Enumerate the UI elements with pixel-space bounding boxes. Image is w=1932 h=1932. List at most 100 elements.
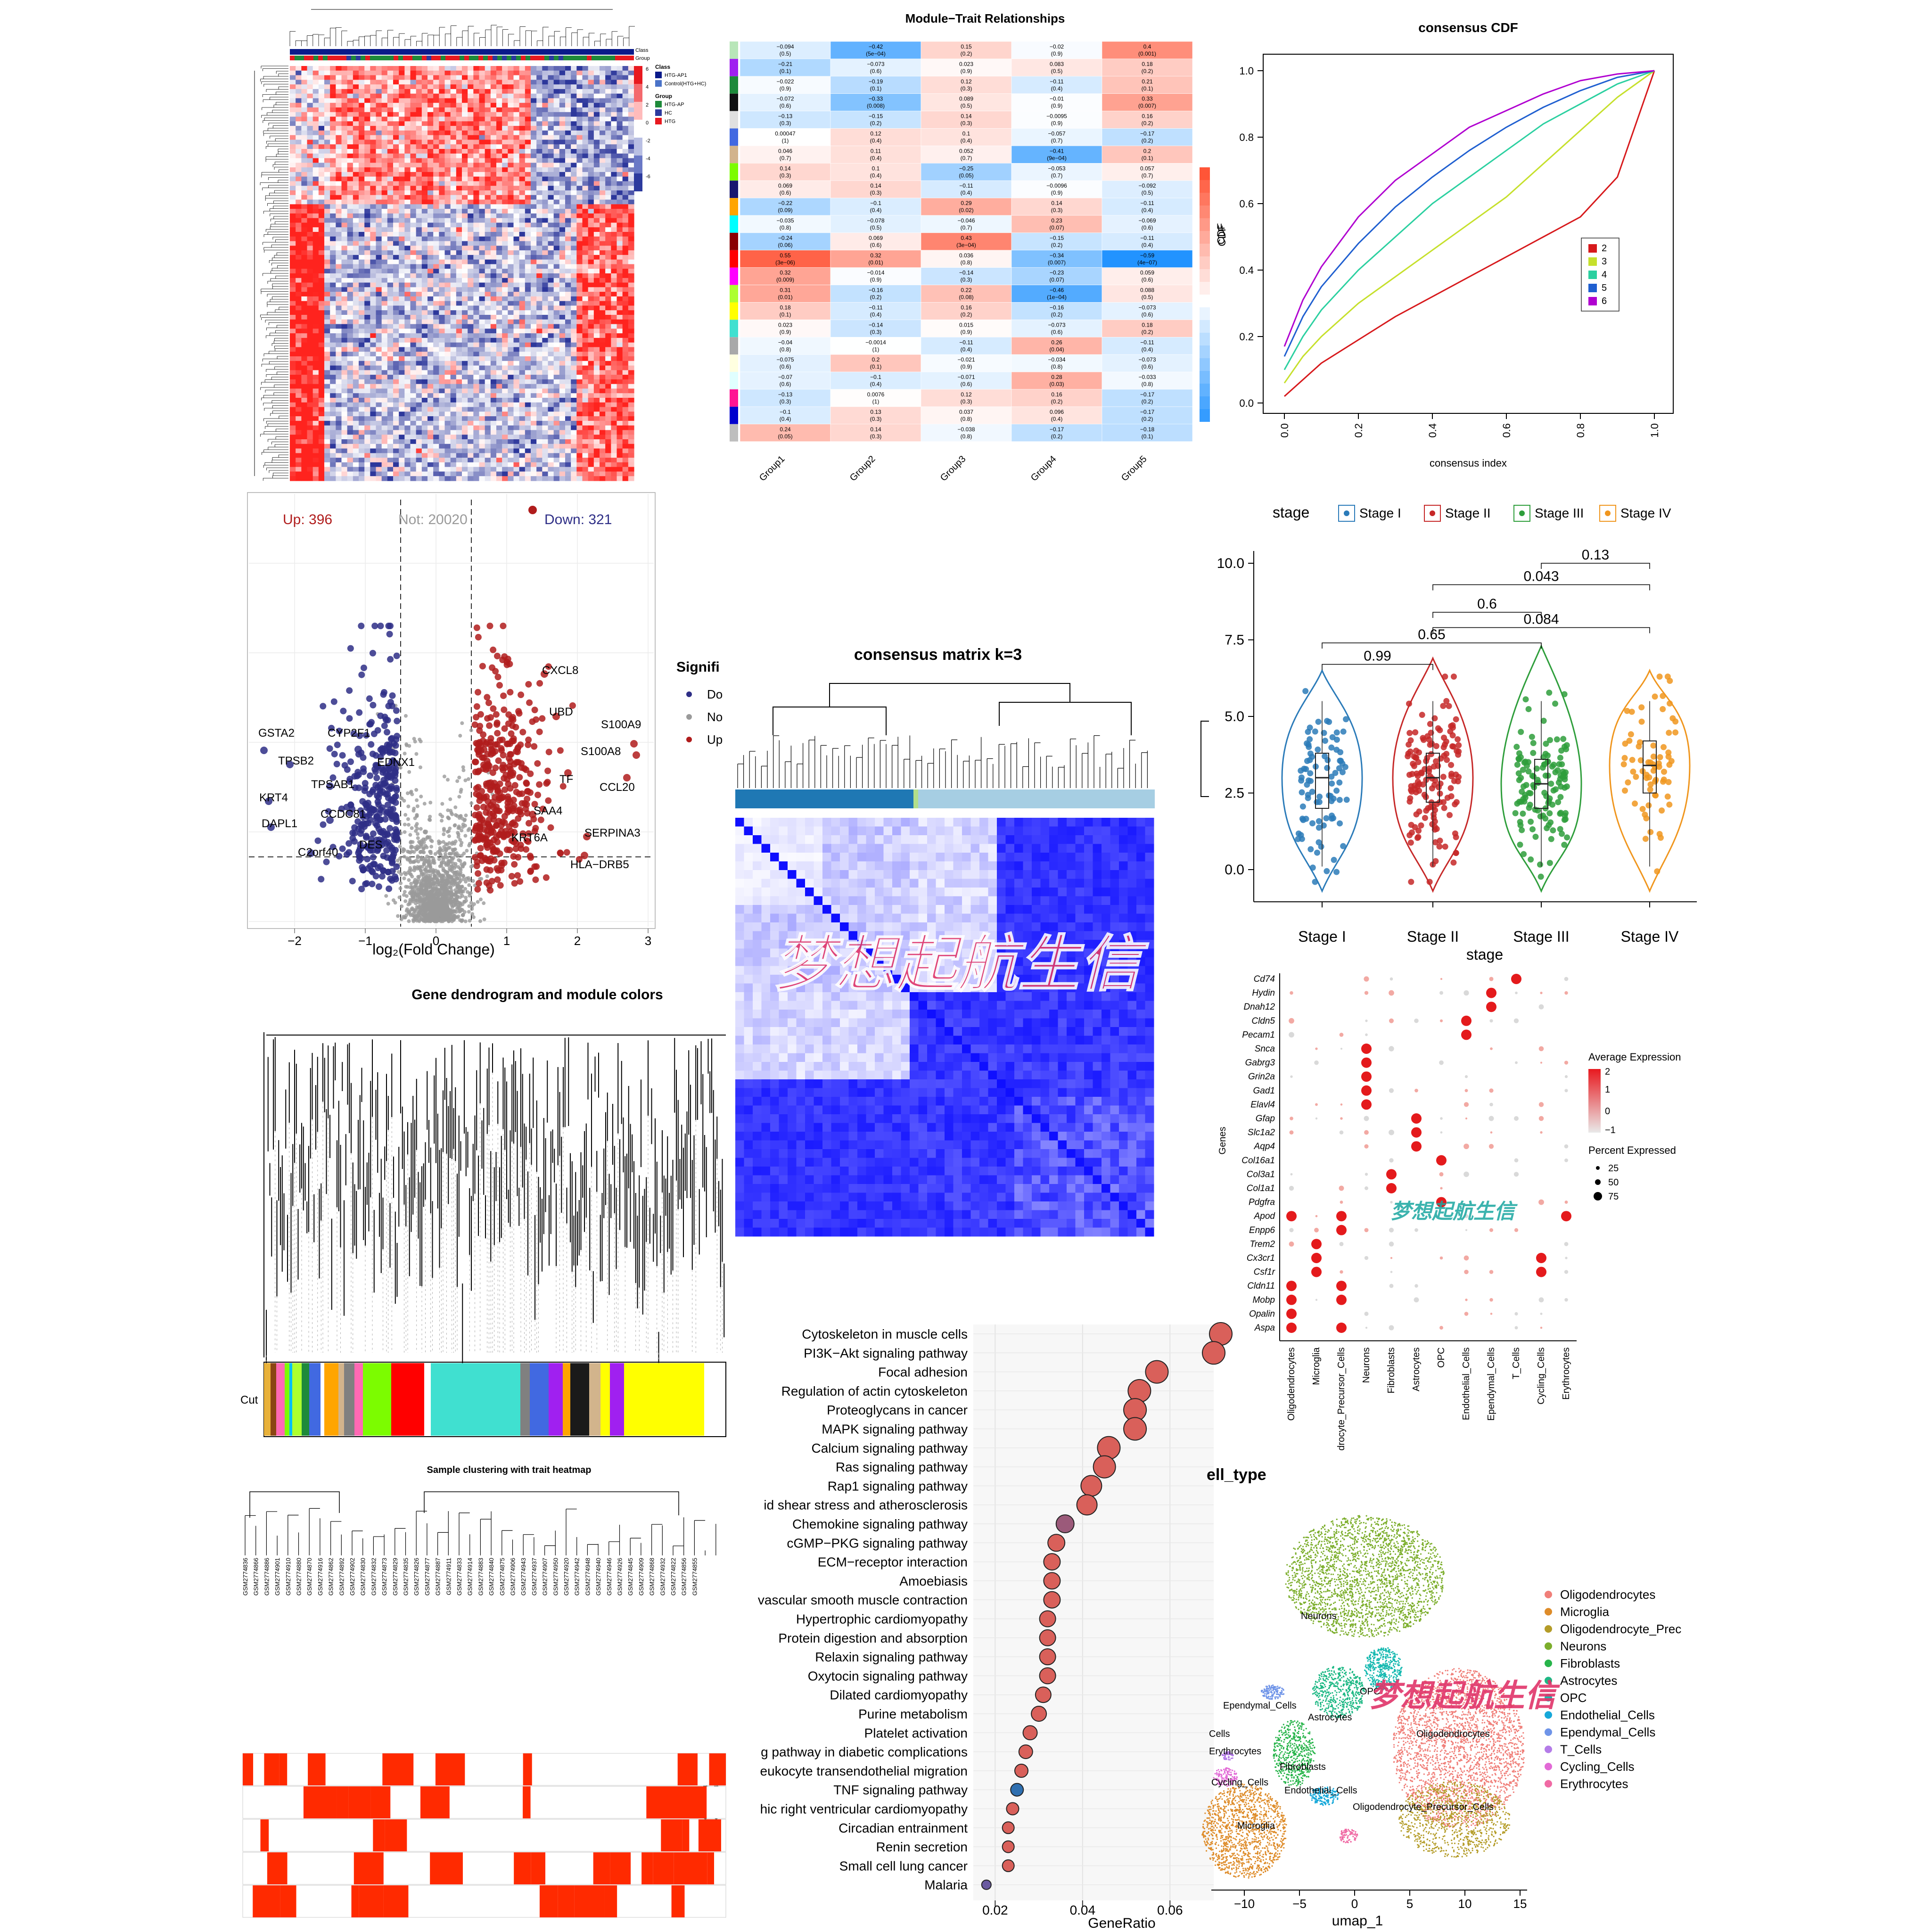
- heatmap-cell: [336, 131, 342, 135]
- heatmap-cell: [548, 149, 554, 154]
- heatmap-cell: [576, 149, 583, 154]
- heatmap-cell: [536, 117, 543, 122]
- heatmap-cell: [508, 181, 514, 186]
- heatmap-cell: [387, 186, 394, 190]
- heatmap-cell: [485, 117, 491, 122]
- heatmap-cell: [290, 163, 296, 167]
- heatmap-cell: [628, 172, 634, 177]
- heatmap-cell: [554, 186, 560, 190]
- heatmap-cell: [559, 84, 566, 89]
- heatmap-cell: [364, 107, 370, 112]
- heatmap-cell: [422, 172, 428, 177]
- heatmap-cell: [531, 158, 537, 163]
- heatmap-cell: [571, 71, 577, 75]
- heatmap-cell: [525, 121, 531, 126]
- heatmap-cell: [433, 103, 439, 107]
- heatmap-cell: [479, 186, 485, 190]
- heatmap-cell: [336, 140, 342, 144]
- heatmap-cell: [548, 94, 554, 99]
- heatmap-cell: [428, 117, 434, 122]
- heatmap-cell: [422, 71, 428, 75]
- heatmap-cell: [525, 181, 531, 186]
- heatmap-cell: [370, 135, 376, 140]
- heatmap-cell: [583, 112, 589, 117]
- heatmap-cell: [571, 98, 577, 103]
- heatmap-cell: [428, 103, 434, 107]
- heatmap-cell: [462, 66, 468, 71]
- heatmap-cell: [594, 84, 600, 89]
- heatmap-cell: [468, 117, 474, 122]
- heatmap-cell: [576, 103, 583, 107]
- heatmap-cell: [508, 71, 514, 75]
- heatmap-cell: [628, 121, 634, 126]
- heatmap-cell: [290, 89, 296, 94]
- heatmap-cell: [376, 117, 382, 122]
- heatmap-cell: [336, 144, 342, 149]
- heatmap-cell: [382, 126, 388, 131]
- heatmap-cell: [600, 98, 606, 103]
- heatmap-cell: [583, 94, 589, 99]
- heatmap-cell: [479, 94, 485, 99]
- heatmap-cell: [525, 84, 531, 89]
- heatmap-cell: [485, 103, 491, 107]
- heatmap-cell: [301, 190, 307, 195]
- heatmap-cell: [376, 66, 382, 71]
- heatmap-cell: [536, 135, 543, 140]
- heatmap-cell: [600, 167, 606, 172]
- heatmap-cell: [536, 84, 543, 89]
- heatmap-cell: [576, 186, 583, 190]
- heatmap-cell: [554, 154, 560, 158]
- heatmap-cell: [462, 94, 468, 99]
- heatmap-cell: [617, 163, 623, 167]
- heatmap-cell: [508, 126, 514, 131]
- heatmap-cell: [433, 181, 439, 186]
- heatmap-cell: [324, 98, 330, 103]
- heatmap-cell: [433, 172, 439, 177]
- heatmap-cell: [416, 84, 422, 89]
- heatmap-cell: [531, 167, 537, 172]
- heatmap-cell: [416, 135, 422, 140]
- heatmap-cell: [525, 172, 531, 177]
- heatmap-cell: [382, 103, 388, 107]
- heatmap-cell: [514, 167, 520, 172]
- heatmap-cell: [330, 121, 336, 126]
- heatmap-cell: [496, 75, 502, 80]
- heatmap-cell: [445, 177, 451, 181]
- heatmap-cell: [290, 167, 296, 172]
- heatmap-cell: [536, 177, 543, 181]
- heatmap-cell: [428, 163, 434, 167]
- heatmap-cell: [542, 135, 548, 140]
- heatmap-cell: [428, 71, 434, 75]
- heatmap-cell: [473, 126, 479, 131]
- heatmap-cell: [485, 112, 491, 117]
- heatmap-cell: [439, 98, 445, 103]
- heatmap-cell: [387, 94, 394, 99]
- heatmap-cell: [359, 154, 365, 158]
- heatmap-cell: [536, 98, 543, 103]
- heatmap-cell: [496, 135, 502, 140]
- heatmap-cell: [628, 75, 634, 80]
- heatmap-cell: [559, 186, 566, 190]
- heatmap-cell: [404, 181, 411, 186]
- heatmap-cell: [559, 163, 566, 167]
- heatmap-cell: [502, 75, 508, 80]
- heatmap-cell: [468, 181, 474, 186]
- heatmap-cell: [519, 103, 526, 107]
- heatmap-cell: [433, 112, 439, 117]
- heatmap-cell: [473, 66, 479, 71]
- heatmap-cell: [462, 140, 468, 144]
- heatmap-cell: [296, 131, 302, 135]
- heatmap-cell: [364, 177, 370, 181]
- heatmap-cell: [313, 163, 319, 167]
- heatmap-cell: [468, 71, 474, 75]
- heatmap-cell: [342, 117, 348, 122]
- heatmap-cell: [628, 154, 634, 158]
- heatmap-cell: [301, 154, 307, 158]
- heatmap-cell: [370, 177, 376, 181]
- heatmap-cell: [588, 167, 594, 172]
- heatmap-cell: [416, 149, 422, 154]
- heatmap-cell: [382, 98, 388, 103]
- heatmap-cell: [565, 131, 571, 135]
- heatmap-cell: [554, 94, 560, 99]
- heatmap-cell: [519, 177, 526, 181]
